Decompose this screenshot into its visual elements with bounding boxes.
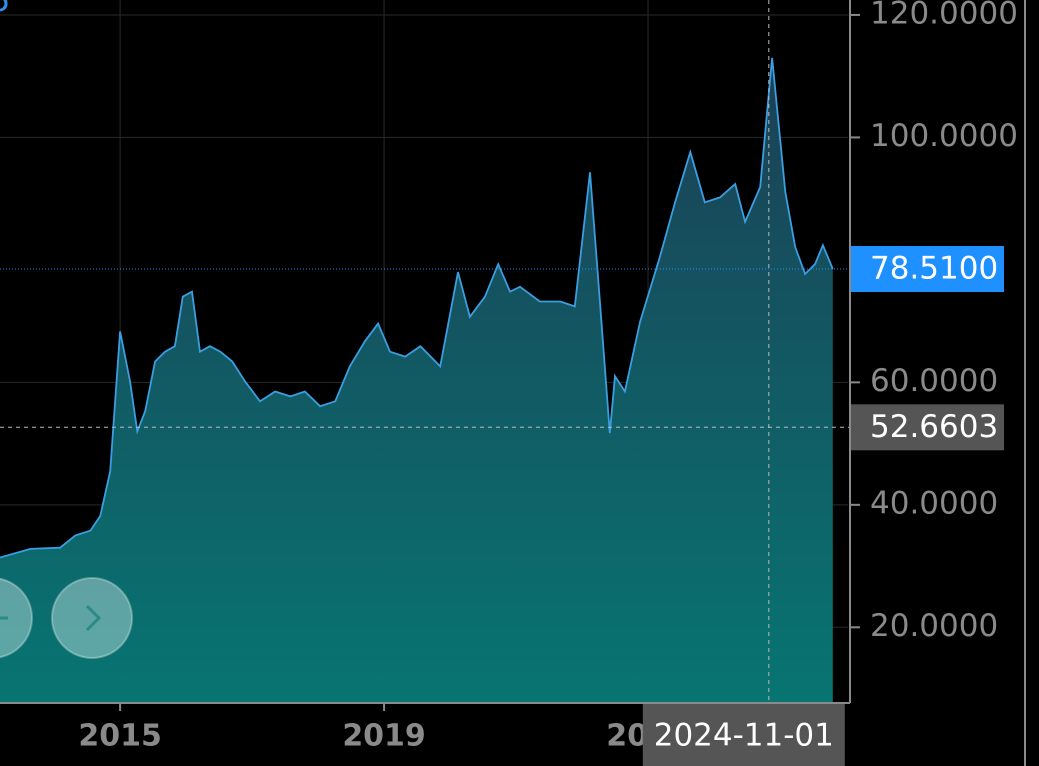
crosshair-y-label: 52.6603 — [870, 409, 998, 445]
crosshair-y-box — [850, 404, 1004, 451]
chart-title: 5 — [0, 0, 10, 19]
last-price-box — [850, 246, 1004, 293]
y-tick-label: 100.0000 — [870, 118, 1018, 154]
next-button[interactable] — [51, 577, 133, 659]
prev-button[interactable] — [0, 577, 33, 659]
y-tick-label: 20.0000 — [870, 608, 998, 644]
area-fill — [0, 57, 833, 704]
y-tick-label: 40.0000 — [870, 485, 998, 521]
x-tick-label: 2019 — [342, 719, 426, 754]
last-price-label: 78.5100 — [870, 251, 998, 287]
crosshair-x-label: 2024-11-01 — [654, 718, 834, 754]
y-tick-label: 120.0000 — [870, 0, 1018, 31]
y-tick-label: 60.0000 — [870, 363, 998, 399]
price-line — [0, 57, 834, 559]
series — [0, 57, 834, 704]
overlay: 78.5100 52.6603 2024-11-01 — [0, 0, 1004, 766]
crosshair-x-box — [642, 704, 845, 766]
x-tick-label: 2015 — [78, 719, 162, 754]
